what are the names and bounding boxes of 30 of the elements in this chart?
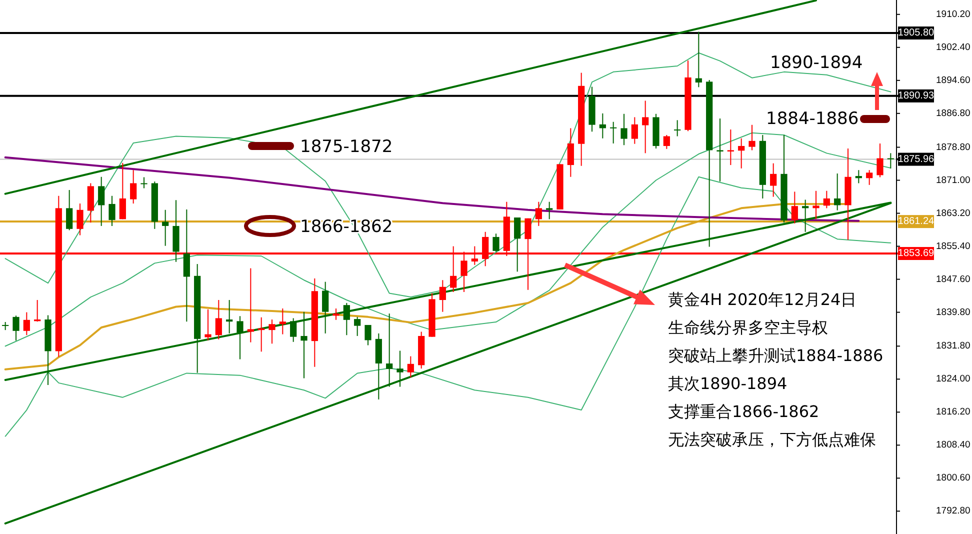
y-tick-label: 1824.00 xyxy=(936,374,970,385)
y-tick-label: 1800.60 xyxy=(936,472,970,484)
y-tick-label: 1792.80 xyxy=(936,506,970,517)
annotation: 其次1890-1894 xyxy=(668,374,788,393)
y-tick-label: 1816.20 xyxy=(936,406,970,418)
annotation: 1890-1894 xyxy=(770,53,863,73)
ref-line-label: 1890.93 xyxy=(898,90,935,102)
annotation: 支撑重合1866-1862 xyxy=(668,402,820,421)
y-tick-label: 1878.80 xyxy=(936,142,970,153)
y-tick-label: 1894.60 xyxy=(936,74,970,86)
y-tick-label: 1910.20 xyxy=(936,8,970,20)
y-tick-label: 1847.60 xyxy=(936,274,970,285)
annotation: 1875-1872 xyxy=(300,137,393,157)
annotation: 黄金4H 2020年12月24日 xyxy=(668,290,857,309)
y-tick-label: 1863.20 xyxy=(936,208,970,219)
annotation: 突破站上攀升测试1884-1886 xyxy=(668,346,884,365)
y-tick-label: 1886.80 xyxy=(936,108,970,119)
y-tick-label: 1855.40 xyxy=(936,240,970,252)
ref-line-label: 1905.80 xyxy=(898,28,935,39)
y-tick-label: 1871.00 xyxy=(936,174,970,186)
ref-line-label: 1875.96 xyxy=(898,154,935,165)
ref-line-label: 1861.24 xyxy=(898,216,935,228)
y-tick-label: 1831.80 xyxy=(936,340,970,352)
annotation: 生命线分界多空主导权 xyxy=(668,318,828,337)
annotation: 1884-1886 xyxy=(766,109,859,129)
ref-line-label: 1853.69 xyxy=(898,248,935,259)
annotation: 无法突破承压，下方低点难保 xyxy=(668,430,876,449)
y-tick-label: 1902.40 xyxy=(936,42,970,53)
y-tick-label: 1839.80 xyxy=(936,306,970,318)
y-tick-label: 1808.40 xyxy=(936,440,970,451)
